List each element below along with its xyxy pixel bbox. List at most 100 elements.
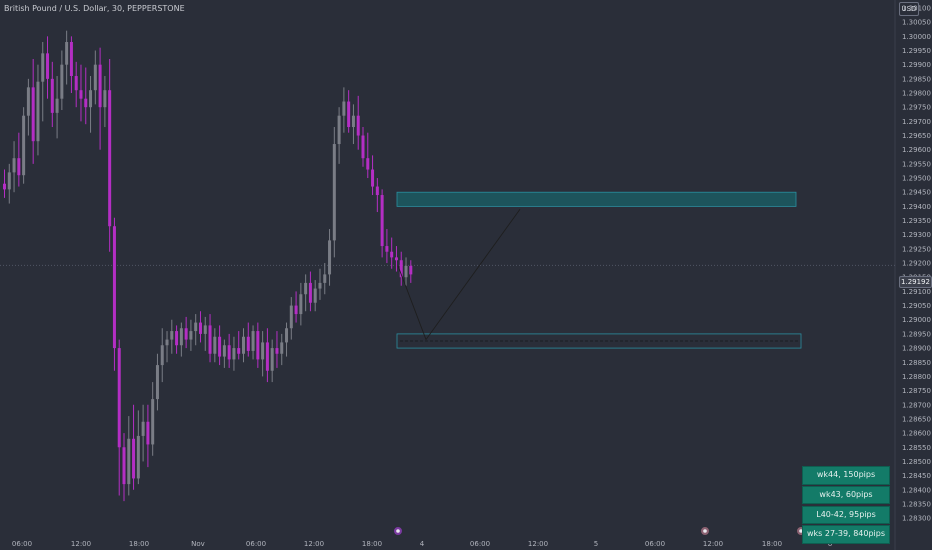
candle-body [361,135,365,159]
candle-body [65,42,69,65]
price-tick-label: 1.28450 [902,472,931,480]
time-tick-label: 12:00 [304,540,324,548]
candle-body [385,246,389,252]
event-icon-dot [396,529,400,533]
event-icon-dot [703,529,707,533]
price-tick-label: 1.28550 [902,444,931,452]
candle-body [242,336,245,354]
candle-body [246,336,250,351]
price-tick-label: 1.29350 [902,217,931,225]
price-tick-label: 1.29500 [902,175,931,183]
candle-body [218,336,222,357]
candle-body [294,305,298,315]
candle-body [304,282,308,295]
currency-button[interactable]: USD [899,2,919,16]
supply-zone [396,191,797,207]
candle-body [227,345,231,360]
candle-body [26,87,30,116]
info-box-stack: wk44, 150pips wk43, 60pips L40-42, 95pip… [802,466,890,545]
candle-body [12,158,16,173]
candle-body [175,331,179,346]
price-tick-label: 1.30000 [902,33,931,41]
candle-body [366,158,370,170]
candle-body [203,325,207,334]
candle-body [17,158,21,176]
time-tick-label: 5 [594,540,598,548]
current-price-badge: 1.29192 [899,276,932,288]
candle-body [155,365,159,400]
price-tick-label: 1.28400 [902,486,931,494]
price-tick-label: 1.28300 [902,515,931,523]
candle-body [98,64,102,108]
candle-body [84,98,88,108]
candle-body [299,294,303,315]
candle-body [179,328,183,346]
candle-body [165,339,169,346]
time-tick-label: 18:00 [762,540,782,548]
candle-body [151,399,155,445]
time-tick-label: 06:00 [470,540,490,548]
candle-body [146,421,150,445]
candle-body [380,195,384,247]
price-tick-label: 1.29200 [902,260,931,268]
projection-path [397,208,521,341]
price-tick-label: 1.29650 [902,132,931,140]
candle-body [280,342,284,354]
price-tick-label: 1.28850 [902,359,931,367]
candle-body [289,305,293,329]
candle-body [74,76,78,91]
time-tick-label: 06:00 [12,540,32,548]
price-tick-label: 1.28700 [902,401,931,409]
price-tick-label: 1.29050 [902,302,931,310]
time-tick-label: Nov [191,540,205,548]
candle-body [337,115,341,145]
candle-body [208,325,212,354]
price-tick-label: 1.29250 [902,245,931,253]
candle-body [79,90,83,99]
price-tick-label: 1.29800 [902,90,931,98]
candle-body [328,240,332,275]
candle-body [184,328,188,340]
time-tick-label: 18:00 [362,540,382,548]
candle-body [285,328,289,343]
price-tick-label: 1.29000 [902,316,931,324]
candle-body [50,78,54,113]
price-tick-label: 1.29300 [902,231,931,239]
candle-body [256,331,260,360]
price-tick-label: 1.29400 [902,203,931,211]
candle-body [194,322,198,332]
candle-body [232,348,236,360]
candle-body [136,435,140,479]
price-tick-label: 1.28500 [902,458,931,466]
candle-body [60,64,64,99]
candle-body [275,348,279,354]
time-tick-label: 6 [828,540,833,548]
info-box-l40-42: L40-42, 95pips [802,505,890,525]
candle-body [41,53,45,82]
candle-body [261,342,265,360]
price-tick-label: 1.29900 [902,61,931,69]
candle-body [93,64,97,91]
candle-body [394,257,398,261]
candle-body [222,345,226,357]
target-zone [396,333,802,349]
price-tick-label: 1.28650 [902,415,931,423]
candle-body [265,342,269,371]
event-icon-dot [799,529,803,533]
time-tick-label: 12:00 [528,540,548,548]
candle-body [351,115,355,128]
candle-body [108,90,112,227]
time-tick-label: 12:00 [71,540,91,548]
price-tick-label: 1.30100 [902,5,931,13]
chart-title: British Pound / U.S. Dollar, 30, PEPPERS… [4,4,185,13]
candle-body [318,282,322,289]
price-tick-label: 1.29750 [902,104,931,112]
price-tick-label: 1.29950 [902,47,931,55]
info-box-wks27-39: wks 27-39, 840pips [802,525,890,544]
candle-body [36,81,40,142]
candle-body [371,169,375,187]
candle-body [347,101,351,128]
candle-body [7,172,11,190]
